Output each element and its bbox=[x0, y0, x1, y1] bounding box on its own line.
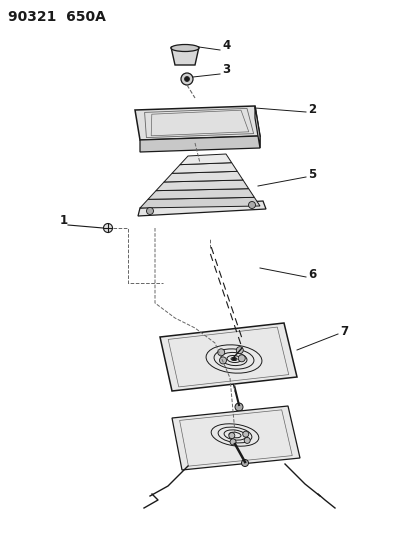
Circle shape bbox=[180, 73, 192, 85]
Text: 5: 5 bbox=[307, 168, 316, 181]
Text: 3: 3 bbox=[221, 63, 230, 76]
Circle shape bbox=[248, 201, 255, 208]
Circle shape bbox=[103, 223, 112, 232]
Polygon shape bbox=[140, 136, 259, 152]
Circle shape bbox=[236, 338, 247, 348]
Text: 2: 2 bbox=[307, 103, 316, 116]
Circle shape bbox=[184, 77, 189, 82]
Circle shape bbox=[228, 433, 234, 439]
Text: 4: 4 bbox=[221, 39, 230, 52]
Polygon shape bbox=[156, 180, 248, 191]
Circle shape bbox=[241, 459, 248, 466]
Polygon shape bbox=[140, 197, 259, 208]
Polygon shape bbox=[171, 406, 299, 470]
Circle shape bbox=[146, 207, 153, 214]
Circle shape bbox=[237, 355, 244, 362]
Polygon shape bbox=[138, 201, 266, 216]
Polygon shape bbox=[171, 47, 199, 65]
Polygon shape bbox=[254, 106, 259, 148]
Polygon shape bbox=[180, 154, 231, 165]
Circle shape bbox=[236, 346, 243, 354]
Text: 90321  650A: 90321 650A bbox=[8, 10, 106, 24]
Circle shape bbox=[219, 357, 226, 364]
Circle shape bbox=[217, 349, 224, 356]
Text: 6: 6 bbox=[307, 268, 316, 281]
Polygon shape bbox=[159, 323, 296, 391]
Circle shape bbox=[242, 431, 248, 437]
Polygon shape bbox=[135, 106, 259, 140]
Text: 1: 1 bbox=[60, 214, 68, 227]
Ellipse shape bbox=[171, 44, 199, 52]
Polygon shape bbox=[147, 189, 254, 199]
Circle shape bbox=[235, 403, 242, 411]
Circle shape bbox=[231, 357, 235, 361]
Circle shape bbox=[244, 438, 249, 443]
Polygon shape bbox=[164, 171, 242, 182]
Circle shape bbox=[230, 439, 235, 445]
Polygon shape bbox=[171, 163, 237, 173]
Text: 7: 7 bbox=[339, 325, 347, 338]
